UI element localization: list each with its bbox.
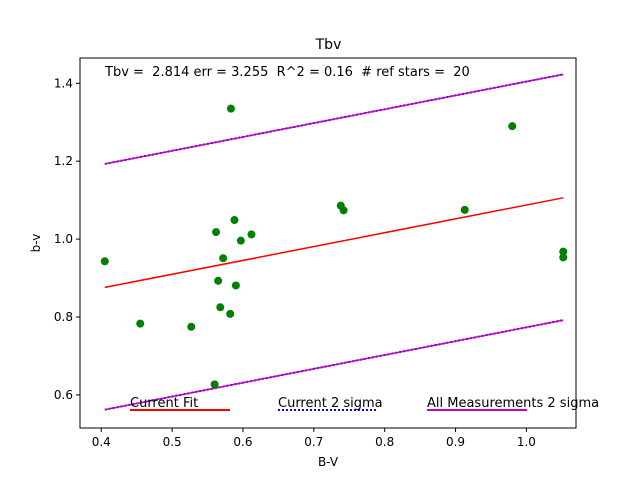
legend-label-3: All Measurements 2 sigma — [427, 396, 599, 411]
data-point — [460, 205, 469, 214]
data-point — [187, 322, 196, 331]
x-tick-label: 0.9 — [446, 435, 465, 449]
x-tick-label: 0.4 — [92, 435, 111, 449]
x-axis-label: B-V — [318, 455, 339, 469]
data-points — [100, 104, 568, 389]
data-point — [100, 257, 109, 266]
x-tick-label: 0.7 — [304, 435, 323, 449]
legend-label-1: Current Fit — [130, 396, 198, 411]
data-point — [136, 319, 145, 328]
data-point — [219, 254, 228, 263]
axes: 0.4 0.5 0.6 0.7 0.8 0.9 1.0 0.6 0.8 1.0 1.2 1.4 — [54, 57, 577, 449]
series-line-4 — [104, 73, 564, 165]
data-point — [247, 230, 256, 239]
data-point — [559, 253, 568, 262]
y-axis-label: b-v — [29, 234, 43, 253]
data-point — [216, 303, 225, 312]
data-point — [231, 281, 240, 290]
axes-frame — [79, 57, 577, 429]
y-tick-label: 1.2 — [54, 154, 73, 168]
legend: Current Fit Current 2 sigma All Measuremen… — [130, 396, 599, 411]
x-tick-label: 1.0 — [517, 435, 536, 449]
data-point — [230, 216, 239, 225]
data-point — [226, 309, 235, 318]
fit-annotation: Tbv = 2.814 err = 3.255 R^2 = 0.16 # ref… — [104, 65, 470, 80]
data-point — [508, 122, 517, 131]
data-point — [339, 206, 348, 215]
data-point — [214, 276, 223, 285]
legend-label-2: Current 2 sigma — [278, 396, 383, 411]
data-point — [212, 228, 221, 237]
x-tick-label: 0.8 — [375, 435, 394, 449]
data-point — [236, 236, 245, 245]
y-tick-label: 1.0 — [54, 232, 73, 246]
y-tick-label: 0.6 — [54, 388, 73, 402]
data-point — [226, 104, 235, 113]
fit-lines — [104, 73, 564, 411]
data-point — [559, 247, 568, 256]
x-tick-label: 0.6 — [233, 435, 252, 449]
series-line-1 — [104, 197, 564, 289]
data-point — [210, 380, 219, 389]
chart-title: Tbv — [315, 37, 342, 53]
y-tick-label: 0.8 — [54, 310, 73, 324]
plot-area — [80, 58, 576, 428]
x-tick-label: 0.5 — [163, 435, 182, 449]
series-line-5 — [104, 319, 564, 411]
y-tick-label: 1.4 — [54, 76, 73, 90]
